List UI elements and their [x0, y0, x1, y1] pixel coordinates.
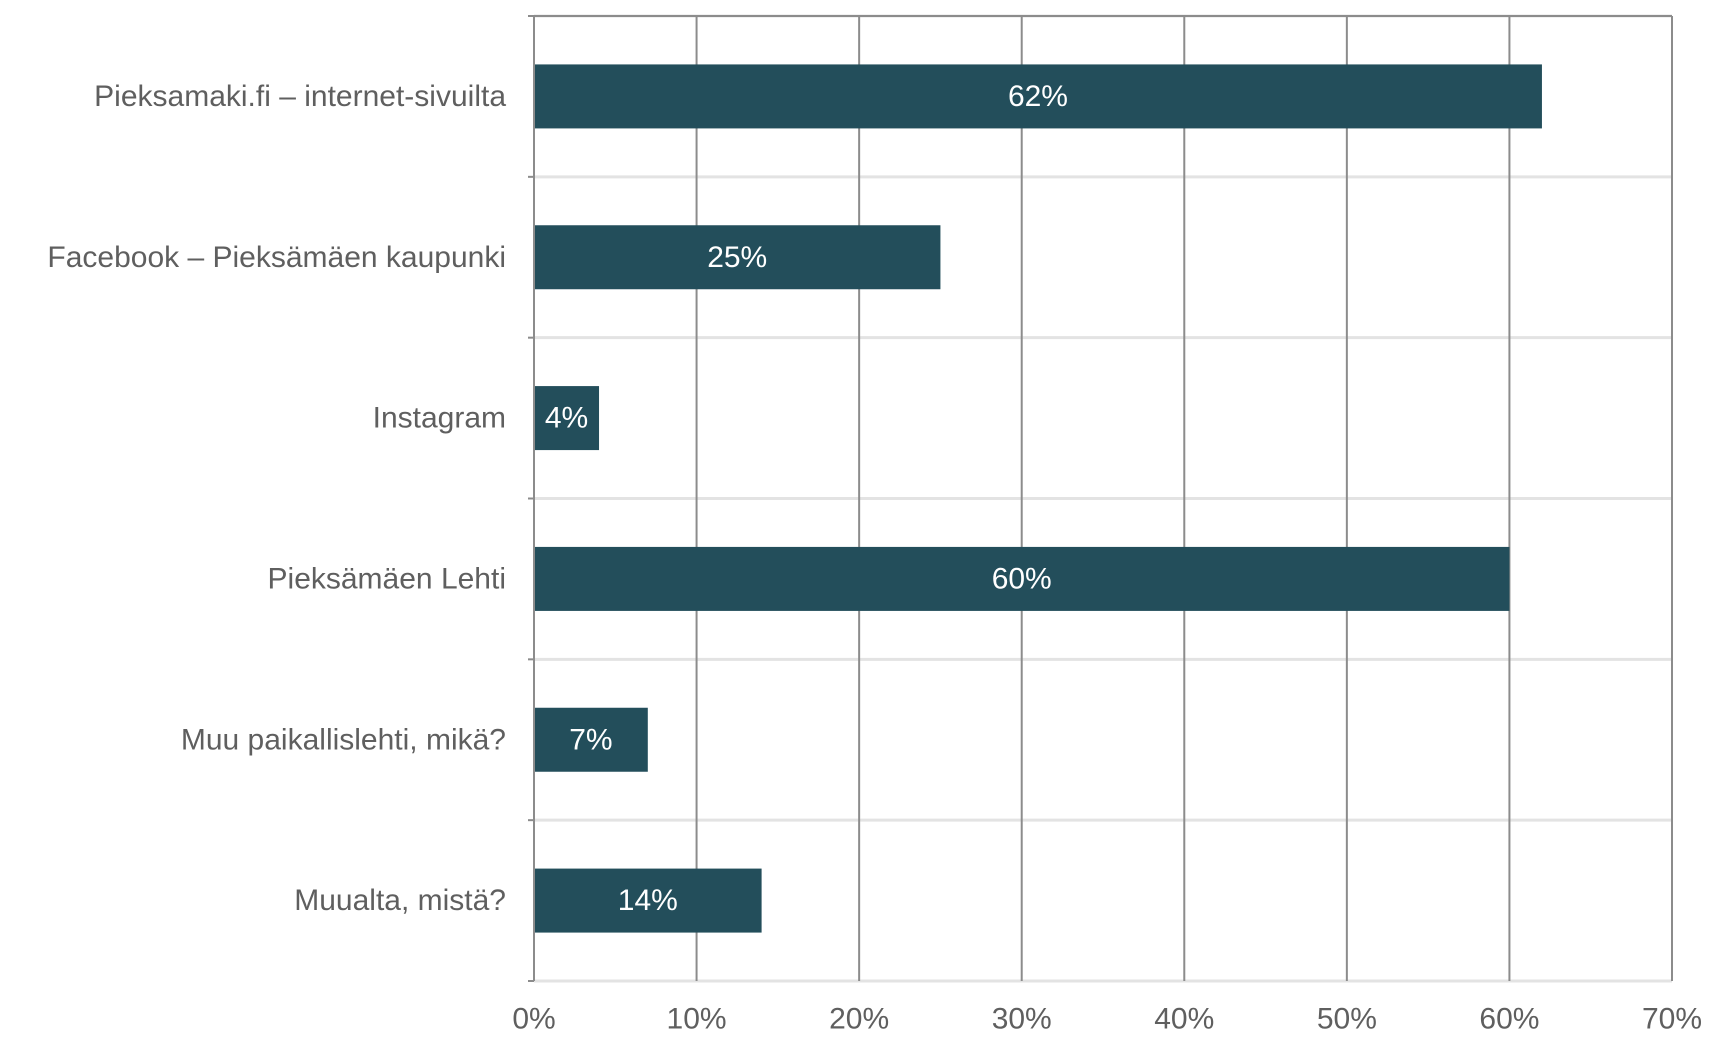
bar	[534, 707, 648, 772]
grid-lines	[534, 14, 1673, 983]
bar	[534, 225, 941, 290]
data-label: 25%	[707, 241, 767, 274]
bar	[534, 386, 600, 451]
x-tick-label: 30%	[992, 1003, 1052, 1036]
data-label: 4%	[545, 402, 588, 435]
bar	[534, 64, 1542, 129]
category-label: Pieksamaki.fi – internet-sivuilta	[94, 80, 506, 113]
bar	[534, 546, 1510, 611]
x-tick-label: 60%	[1479, 1003, 1539, 1036]
labels: 62% Pieksamaki.fi – internet-sivuilta 25% F…	[47, 80, 1702, 1036]
x-tick-label: 0%	[512, 1003, 555, 1036]
axes	[528, 15, 535, 982]
category-label: Pieksämäen Lehti	[268, 562, 506, 595]
x-tick-label: 40%	[1154, 1003, 1214, 1036]
category-label: Facebook – Pieksämäen kaupunki	[47, 241, 506, 274]
x-tick-label: 20%	[829, 1003, 889, 1036]
x-tick-label: 50%	[1317, 1003, 1377, 1036]
data-label: 60%	[992, 562, 1052, 595]
category-label: Muualta, mistä?	[294, 884, 506, 917]
category-label: Instagram	[373, 402, 506, 435]
data-label: 14%	[618, 884, 678, 917]
x-tick-label: 10%	[667, 1003, 727, 1036]
bar	[534, 868, 762, 933]
category-label: Muu paikallislehti, mikä?	[181, 723, 506, 756]
bars	[534, 64, 1542, 933]
data-label: 7%	[569, 723, 612, 756]
x-tick-label: 70%	[1642, 1003, 1702, 1036]
data-label: 62%	[1008, 80, 1068, 113]
